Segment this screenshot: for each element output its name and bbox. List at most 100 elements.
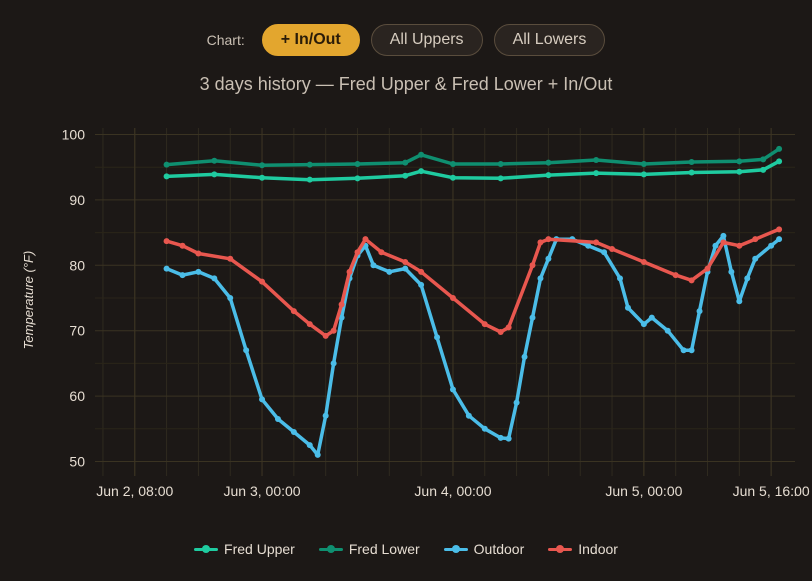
- data-point-outdoor: [720, 232, 727, 239]
- data-point-outdoor: [227, 295, 234, 301]
- data-point-fred-lower: [776, 145, 783, 152]
- data-point-outdoor: [688, 347, 695, 354]
- data-point-fred-upper: [776, 158, 783, 165]
- data-point-fred-upper: [418, 168, 425, 175]
- data-point-indoor: [179, 242, 186, 249]
- data-point-indoor: [752, 236, 759, 243]
- data-point-fred-lower: [640, 160, 647, 167]
- data-point-fred-lower: [593, 157, 600, 164]
- all-lowers-button[interactable]: All Lowers: [493, 24, 606, 56]
- data-point-fred-lower: [736, 158, 743, 165]
- data-point-outdoor: [497, 434, 504, 441]
- data-point-outdoor: [617, 275, 623, 282]
- data-point-indoor: [330, 327, 337, 334]
- series-line-fred-upper: [164, 159, 781, 182]
- legend-label: Fred Lower: [348, 541, 420, 557]
- data-point-outdoor: [314, 451, 321, 458]
- data-point-indoor: [688, 277, 695, 284]
- data-point-outdoor: [306, 442, 313, 449]
- data-point-outdoor: [712, 242, 719, 249]
- legend-label: Indoor: [578, 541, 618, 557]
- data-point-outdoor: [449, 386, 456, 393]
- data-point-outdoor: [648, 314, 655, 321]
- data-point-fred-upper: [354, 175, 361, 182]
- data-point-outdoor: [521, 353, 528, 360]
- data-point-outdoor: [624, 304, 631, 311]
- data-point-outdoor: [744, 275, 751, 282]
- series-layer: [163, 145, 783, 458]
- legend-item-fred-lower[interactable]: Fred Lower: [318, 541, 420, 557]
- data-point-indoor: [378, 249, 385, 256]
- data-point-fred-lower: [545, 159, 552, 166]
- data-point-outdoor: [290, 429, 297, 436]
- data-point-indoor: [720, 239, 727, 246]
- data-point-indoor: [609, 245, 616, 252]
- series-line-indoor: [164, 227, 781, 338]
- data-point-outdoor: [529, 314, 536, 321]
- data-point-outdoor: [338, 314, 345, 321]
- data-point-fred-lower: [306, 161, 313, 168]
- y-tick-label: 50: [69, 453, 85, 469]
- data-point-fred-lower: [760, 156, 767, 163]
- data-point-outdoor: [274, 415, 281, 422]
- data-point-indoor: [704, 265, 711, 272]
- grid-lines: [95, 128, 795, 476]
- data-point-outdoor: [402, 265, 409, 272]
- data-point-outdoor: [752, 255, 759, 262]
- series-fred-lower: [163, 145, 783, 169]
- data-point-indoor: [306, 321, 313, 328]
- data-point-indoor: [449, 295, 456, 301]
- x-axis-more-indicator: ..: [790, 484, 797, 499]
- chart-selector: Chart: + In/Out All Uppers All Lowers: [0, 24, 812, 56]
- all-uppers-button[interactable]: All Uppers: [370, 24, 483, 56]
- legend-item-fred-upper[interactable]: Fred Upper: [194, 541, 295, 557]
- data-point-outdoor: [179, 272, 186, 279]
- data-point-outdoor: [418, 281, 425, 288]
- data-point-outdoor: [776, 236, 783, 243]
- data-point-indoor: [418, 268, 425, 275]
- data-point-fred-upper: [760, 166, 767, 173]
- data-point-fred-upper: [688, 169, 695, 176]
- data-point-fred-lower: [497, 160, 504, 167]
- legend-item-indoor[interactable]: Indoor: [548, 541, 618, 557]
- y-tick-label: 70: [69, 323, 85, 339]
- data-point-indoor: [640, 259, 647, 266]
- series-outdoor: [163, 232, 783, 458]
- data-point-indoor: [529, 262, 536, 269]
- data-point-indoor: [497, 329, 504, 335]
- series-line-fred-lower: [164, 147, 781, 168]
- data-point-outdoor: [736, 298, 743, 305]
- data-point-indoor: [259, 278, 266, 285]
- data-point-indoor: [776, 226, 783, 233]
- data-point-fred-upper: [259, 174, 266, 181]
- x-axis-ticks: Jun 2, 08:00 Jun 3, 00:00 Jun 4, 00:00 Jun …: [96, 483, 810, 499]
- legend-label: Outdoor: [473, 541, 525, 557]
- data-point-indoor: [593, 239, 600, 246]
- data-point-indoor: [163, 238, 170, 245]
- data-point-outdoor: [370, 262, 377, 269]
- data-point-fred-upper: [736, 168, 743, 175]
- data-point-outdoor: [768, 242, 775, 249]
- data-point-outdoor: [195, 268, 202, 275]
- y-tick-label: 60: [69, 388, 85, 404]
- in-out-button[interactable]: + In/Out: [261, 24, 360, 56]
- series-fred-upper: [163, 158, 783, 183]
- data-point-fred-lower: [402, 159, 409, 166]
- y-tick-label: 90: [69, 192, 85, 208]
- data-point-outdoor: [330, 360, 337, 367]
- data-point-outdoor: [728, 268, 735, 275]
- data-point-fred-lower: [449, 160, 456, 167]
- series-indoor: [163, 226, 783, 339]
- data-point-outdoor: [513, 399, 520, 406]
- data-point-indoor: [402, 259, 409, 266]
- data-point-outdoor: [386, 268, 393, 275]
- legend-item-outdoor[interactable]: Outdoor: [443, 541, 525, 557]
- data-point-outdoor: [243, 347, 250, 354]
- data-point-fred-lower: [354, 160, 361, 167]
- chart-selector-label: Chart:: [206, 32, 245, 48]
- series-line-outdoor: [164, 234, 781, 457]
- data-point-fred-upper: [545, 172, 552, 179]
- data-point-fred-lower: [259, 162, 266, 169]
- data-point-fred-upper: [163, 173, 170, 180]
- data-point-fred-upper: [449, 174, 456, 181]
